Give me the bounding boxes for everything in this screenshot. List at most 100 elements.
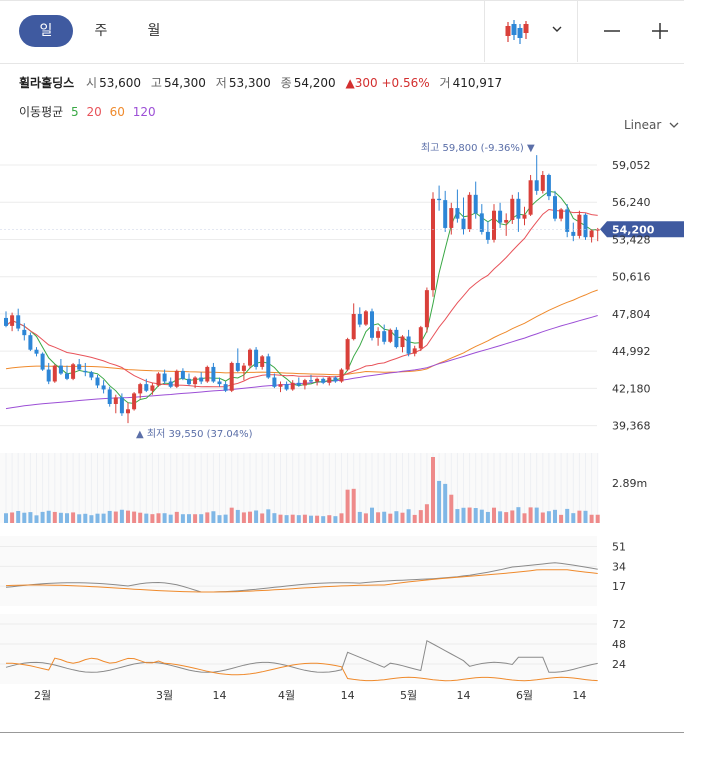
candle-body — [180, 370, 185, 379]
volume-bar — [217, 515, 222, 523]
volume-bar — [571, 513, 576, 523]
volume-bar — [345, 489, 350, 523]
volume-bar — [583, 510, 588, 523]
candle — [363, 310, 368, 326]
ma-label: 이동평균 — [19, 105, 64, 119]
candle — [565, 204, 570, 238]
tab-weekly[interactable]: 주 — [94, 23, 108, 39]
candle — [559, 208, 564, 222]
candle-body — [357, 313, 362, 325]
candle — [498, 202, 503, 228]
ma-60: 60 — [109, 105, 125, 119]
volume-bar — [83, 513, 88, 523]
candle — [583, 213, 588, 240]
volume-bar — [266, 509, 271, 523]
price-tick-label: 42,180 — [612, 382, 651, 395]
candle — [412, 345, 417, 357]
candle — [248, 348, 252, 369]
ma-5: 5 — [71, 105, 79, 119]
volume-bar — [89, 515, 94, 523]
candle — [95, 374, 100, 389]
volume-bar — [339, 513, 344, 523]
volume-bar — [132, 511, 137, 523]
candle — [241, 362, 246, 381]
candle — [345, 337, 350, 371]
volume-bar — [28, 512, 33, 523]
candle-body — [162, 373, 167, 382]
candle — [528, 174, 533, 217]
candle — [46, 362, 51, 385]
candle — [22, 323, 27, 341]
chart-type-selector[interactable] — [496, 15, 568, 47]
volume-bar — [174, 511, 179, 523]
volume-bar — [437, 480, 442, 523]
tab-daily[interactable]: 일 — [19, 15, 73, 47]
volume-bar — [479, 509, 484, 523]
candle-body — [235, 362, 240, 371]
volume-bar — [333, 516, 338, 523]
candle — [370, 308, 374, 341]
candle — [376, 327, 381, 346]
candle-body — [516, 198, 521, 219]
candle-body — [89, 372, 94, 378]
candle-body — [266, 356, 271, 378]
volume-bar — [290, 514, 295, 523]
volume-bar — [455, 509, 460, 523]
adx-tick-label: 51 — [612, 541, 626, 554]
candle — [309, 374, 313, 383]
volume-bar — [46, 510, 51, 523]
volume-bar — [351, 488, 356, 523]
candle — [449, 202, 454, 235]
volume-bar — [577, 510, 582, 523]
volume-bar — [492, 507, 496, 523]
candle — [437, 185, 442, 211]
candle — [193, 376, 198, 389]
candle — [546, 173, 551, 201]
candle-body — [16, 315, 21, 329]
candle — [16, 308, 21, 332]
dmi-panel-label: DMI (14) — [19, 620, 67, 633]
candle — [217, 377, 222, 387]
volume-tick-label: 2.89m — [612, 477, 647, 490]
plus-icon[interactable] — [650, 21, 670, 41]
volume-bar — [327, 515, 332, 523]
tab-monthly[interactable]: 월 — [147, 23, 161, 39]
candle-body — [71, 364, 76, 379]
candle — [553, 190, 557, 222]
candle — [71, 362, 76, 381]
candle — [510, 194, 515, 224]
candle — [101, 380, 106, 394]
volume-bar — [193, 514, 198, 523]
scale-selector[interactable]: Linear — [624, 118, 679, 132]
candle-body — [546, 174, 551, 197]
candle-body — [119, 397, 124, 414]
volume-bar — [388, 513, 393, 523]
candle — [443, 190, 448, 232]
dmi-tick-label: 72 — [612, 618, 626, 631]
adxr-line — [5, 569, 598, 593]
candle — [40, 352, 45, 371]
candle — [492, 204, 496, 243]
candle — [296, 377, 301, 387]
high-label: 고 — [150, 76, 162, 90]
volume-bar — [394, 511, 399, 523]
candle-body — [473, 194, 478, 214]
candle-body — [443, 200, 448, 228]
volume-panel: 2.89m — [0, 453, 647, 523]
volume-bar — [156, 513, 161, 523]
volume-bar — [254, 510, 259, 523]
candle-body — [65, 373, 69, 379]
chart-grid — [0, 164, 597, 427]
dmi-minus-line — [5, 657, 598, 682]
price-axis: 59,052 56,240 53,428 50,616 47,804 44,992 42,1… — [612, 159, 651, 433]
candle-body — [492, 210, 496, 240]
candle — [315, 377, 320, 386]
candle-body — [437, 198, 442, 201]
volume-bar — [302, 514, 307, 523]
candle — [254, 347, 259, 370]
dmi-tick-label: 48 — [612, 638, 626, 651]
candle-body — [363, 311, 368, 325]
candle-body — [577, 214, 582, 236]
candle-body — [461, 218, 466, 230]
minus-icon[interactable] — [602, 21, 622, 41]
